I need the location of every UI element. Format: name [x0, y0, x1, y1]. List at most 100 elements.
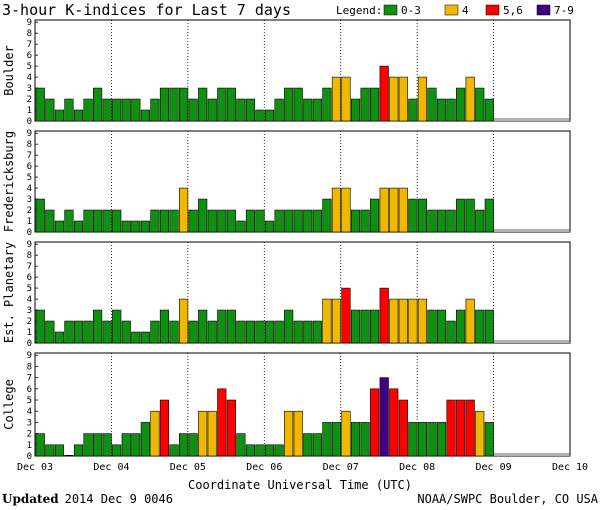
bar [140, 422, 150, 457]
bar [456, 309, 466, 344]
y-tick-label: 4 [27, 73, 32, 83]
bar [150, 320, 160, 344]
bar [303, 98, 313, 122]
bar [102, 209, 112, 233]
bar [35, 309, 45, 344]
bar [255, 209, 265, 233]
bar [484, 422, 494, 457]
y-tick-label: 1 [27, 106, 32, 116]
bar [236, 220, 246, 233]
bar [169, 320, 179, 344]
x-tick-label: Dec 04 [93, 462, 129, 473]
bar [293, 87, 303, 122]
bar [264, 320, 275, 344]
bar [83, 320, 93, 344]
bar [226, 87, 236, 122]
y-tick-label: 1 [27, 328, 32, 338]
bar [465, 399, 475, 457]
bar [35, 87, 45, 122]
bar [159, 87, 170, 122]
y-tick-label: 5 [27, 396, 32, 406]
panel-label: College [2, 379, 16, 430]
bar [159, 309, 170, 344]
bar [226, 209, 236, 233]
bar [389, 388, 399, 457]
bar [456, 198, 466, 233]
bar [140, 109, 150, 122]
bar [312, 433, 322, 457]
bar [446, 320, 456, 344]
bar [360, 309, 370, 344]
y-tick-label: 3 [27, 418, 32, 428]
y-tick-label: 1 [27, 441, 32, 451]
y-tick-label: 8 [27, 251, 32, 261]
y-tick-label: 6 [27, 273, 32, 283]
bar [484, 98, 494, 122]
bar [150, 98, 160, 122]
y-tick-label: 6 [27, 51, 32, 61]
bar [427, 309, 437, 344]
bar [236, 433, 246, 457]
bar [217, 87, 227, 122]
bar [341, 76, 351, 122]
bar [293, 209, 303, 233]
y-tick-label: 8 [27, 140, 32, 150]
bar [102, 98, 112, 122]
y-tick-label: 9 [27, 18, 32, 28]
bar [456, 399, 466, 457]
bar [350, 98, 361, 122]
bar [379, 287, 389, 344]
bar [73, 109, 84, 122]
y-tick-label: 8 [27, 362, 32, 372]
bar [379, 65, 389, 122]
bar [417, 76, 427, 122]
bar [322, 422, 332, 457]
bar [150, 410, 160, 457]
legend-swatch-1 [444, 4, 459, 16]
bar [341, 187, 351, 233]
bar [484, 198, 494, 233]
bar [64, 209, 74, 233]
y-tick-label: 0 [27, 339, 32, 349]
bar [217, 209, 227, 233]
source-credit: NOAA/SWPC Boulder, CO USA [417, 492, 598, 506]
x-tick-label: Dec 03 [17, 462, 53, 473]
x-tick-label: Dec 07 [323, 462, 359, 473]
y-tick-label: 0 [27, 228, 32, 238]
bar [131, 98, 141, 122]
bar [121, 320, 131, 344]
y-tick-label: 6 [27, 385, 32, 395]
panels: 0123456789Boulder0123456789Fredericksbur… [2, 18, 571, 462]
bar [475, 87, 485, 122]
bar [312, 209, 322, 233]
bar [446, 399, 456, 457]
y-tick-label: 2 [27, 95, 32, 105]
bar [341, 287, 351, 344]
bar [207, 209, 217, 233]
bar [331, 76, 342, 122]
bar [179, 187, 189, 233]
bar [54, 220, 64, 233]
bar [284, 87, 294, 122]
panel-label: Fredericksburg [2, 131, 16, 232]
bar [73, 220, 84, 233]
bar [64, 320, 74, 344]
y-tick-label: 5 [27, 62, 32, 72]
bar [45, 209, 55, 233]
bar [427, 87, 437, 122]
bar [54, 331, 64, 344]
bar [484, 309, 494, 344]
bar [73, 320, 84, 344]
legend-swatch-3 [536, 4, 551, 16]
y-tick-label: 9 [27, 240, 32, 250]
bar [150, 209, 160, 233]
y-tick-label: 0 [27, 117, 32, 127]
bar [284, 209, 294, 233]
y-tick-label: 1 [27, 217, 32, 227]
bar [408, 198, 418, 233]
bar [379, 377, 389, 457]
y-tick-label: 5 [27, 173, 32, 183]
